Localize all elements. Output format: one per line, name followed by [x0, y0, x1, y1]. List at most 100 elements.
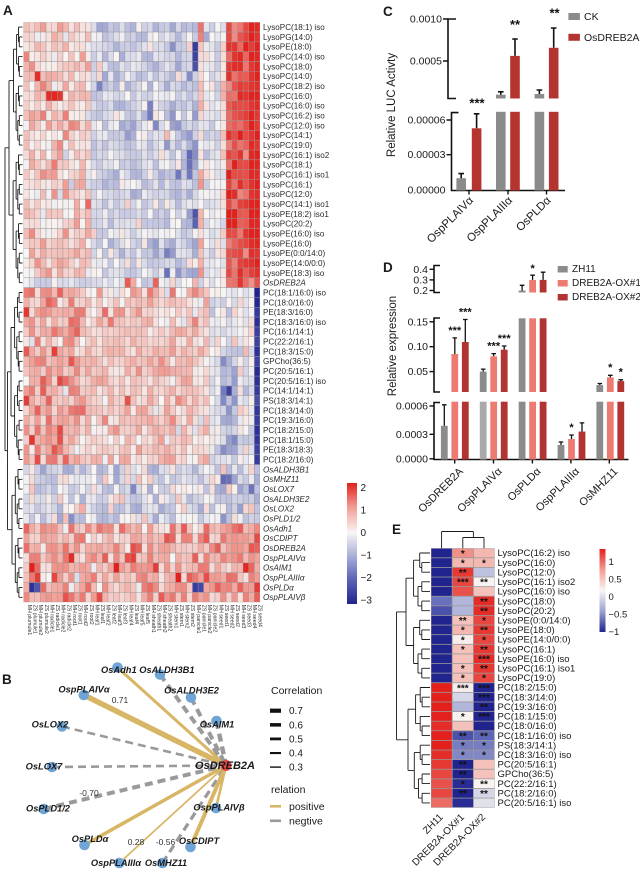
- svg-text:ZS leaf2: ZS leaf2: [110, 605, 116, 624]
- svg-text:**: **: [459, 770, 467, 781]
- svg-text:A: A: [3, 3, 13, 18]
- svg-text:*: *: [461, 741, 465, 752]
- svg-text:PC(20:5/16:1) iso: PC(20:5/16:1) iso: [263, 377, 326, 386]
- svg-text:*: *: [461, 626, 465, 637]
- svg-text:0.00006: 0.00006: [408, 115, 446, 127]
- svg-text:PC(18:2/16:0): PC(18:2/16:0): [498, 789, 557, 800]
- svg-text:**: **: [480, 731, 488, 742]
- svg-text:LysoPC(18:0): LysoPC(18:0): [498, 596, 556, 607]
- svg-text:LysoPE(16:0) iso: LysoPE(16:0) iso: [263, 229, 325, 238]
- svg-text:PC(19:3/16:0): PC(19:3/16:0): [263, 416, 314, 425]
- svg-text:MH seed3: MH seed3: [240, 605, 246, 629]
- svg-text:GPCho(36:5): GPCho(36:5): [498, 769, 554, 780]
- svg-text:1: 1: [361, 506, 367, 517]
- svg-text:**: **: [480, 664, 488, 675]
- svg-text:LysoPG(14:0): LysoPG(14:0): [263, 33, 313, 42]
- svg-text:ZS root2: ZS root2: [88, 605, 94, 625]
- svg-text:OsPLD1/2: OsPLD1/2: [263, 515, 301, 524]
- svg-text:MH seed1: MH seed1: [217, 605, 223, 629]
- svg-text:LysoPE(18:3) iso: LysoPE(18:3) iso: [263, 269, 325, 278]
- svg-text:LysoPC(19:0): LysoPC(19:0): [498, 673, 556, 684]
- svg-text:ZS leaf1: ZS leaf1: [99, 605, 105, 624]
- svg-text:**: **: [480, 578, 488, 589]
- svg-text:LysoPC(16:1) iso2: LysoPC(16:1) iso2: [498, 577, 576, 588]
- svg-text:LysoPC(16:0): LysoPC(16:0): [263, 92, 312, 101]
- svg-text:**: **: [480, 626, 488, 637]
- svg-text:OsCDIPT: OsCDIPT: [179, 836, 221, 846]
- svg-text:*: *: [461, 751, 465, 762]
- svg-text:ZS stem1: ZS stem1: [178, 605, 184, 627]
- svg-text:OsDREB2A: OsDREB2A: [263, 279, 306, 288]
- svg-text:-0.56: -0.56: [156, 837, 176, 847]
- svg-text:*: *: [461, 674, 465, 685]
- svg-text:PC(18:1/16:0) iso: PC(18:1/16:0) iso: [263, 288, 326, 297]
- svg-text:**: **: [459, 760, 467, 771]
- svg-text:MH leaf3: MH leaf3: [116, 605, 122, 626]
- svg-text:LysoPC(12:0) iso: LysoPC(12:0) iso: [263, 121, 325, 130]
- svg-text:CK: CK: [584, 11, 599, 23]
- svg-text:0.5: 0.5: [609, 575, 622, 586]
- svg-text:PC(19:3/16:0): PC(19:3/16:0): [498, 702, 557, 713]
- svg-text:PC(18:1/15:0): PC(18:1/15:0): [498, 712, 557, 723]
- svg-text:MH leaf5: MH leaf5: [139, 605, 145, 626]
- svg-text:0.5: 0.5: [289, 734, 303, 745]
- svg-text:*: *: [482, 558, 486, 569]
- svg-text:LysoPC(16:1): LysoPC(16:1): [263, 180, 312, 189]
- svg-text:PC(22:2/16:1): PC(22:2/16:1): [263, 338, 314, 347]
- svg-text:***: ***: [457, 578, 469, 589]
- svg-text:LysoPC(20:2): LysoPC(20:2): [498, 606, 556, 617]
- svg-text:OsLOX2: OsLOX2: [263, 505, 295, 514]
- svg-text:0.0000: 0.0000: [396, 453, 428, 465]
- svg-text:PE(18:3/18:3): PE(18:3/18:3): [263, 446, 313, 455]
- svg-text:ZS plumule1: ZS plumule1: [32, 605, 38, 634]
- svg-text:ZS sheath1: ZS sheath1: [155, 605, 161, 632]
- svg-text:OsLOX2: OsLOX2: [32, 720, 70, 730]
- svg-text:0: 0: [361, 528, 367, 539]
- svg-text:*: *: [461, 664, 465, 675]
- svg-text:OspPLAIVβ: OspPLAIVβ: [263, 593, 306, 602]
- svg-text:B: B: [2, 672, 12, 687]
- svg-text:MH panicle1: MH panicle1: [195, 605, 201, 634]
- svg-text:0.0010: 0.0010: [410, 14, 442, 26]
- svg-text:MH root2: MH root2: [82, 605, 88, 626]
- svg-text:PC(20:5/16:1) iso: PC(20:5/16:1) iso: [498, 798, 572, 809]
- svg-text:MH panicle2: MH panicle2: [206, 605, 212, 634]
- svg-text:1: 1: [609, 557, 614, 568]
- svg-text:MH radicle1: MH radicle1: [48, 605, 54, 633]
- svg-text:LysoPE(14:0/0:0): LysoPE(14:0/0:0): [263, 259, 326, 268]
- svg-text:*: *: [461, 635, 465, 646]
- svg-text:OsMHZ11: OsMHZ11: [145, 858, 187, 868]
- svg-text:−1: −1: [361, 551, 373, 562]
- svg-text:LysoPC(16:2) iso: LysoPC(16:2) iso: [263, 112, 325, 121]
- svg-text:PC(18:2/15:0): PC(18:2/15:0): [263, 426, 314, 435]
- svg-text:***: ***: [469, 96, 485, 111]
- svg-text:**: **: [480, 645, 488, 656]
- svg-text:ZS seed1: ZS seed1: [223, 605, 229, 627]
- svg-text:MH sheath1: MH sheath1: [150, 605, 156, 633]
- svg-text:LysoPC(16:1) iso1: LysoPC(16:1) iso1: [263, 171, 330, 180]
- svg-text:negtive: negtive: [289, 816, 323, 828]
- svg-text:*: *: [530, 263, 535, 275]
- svg-text:OsPLD1/2: OsPLD1/2: [26, 804, 71, 814]
- svg-text:**: **: [459, 731, 467, 742]
- svg-text:LysoPC(18:2) iso: LysoPC(18:2) iso: [263, 82, 325, 91]
- svg-text:−3: −3: [361, 596, 373, 607]
- svg-text:PC(18:2/16:0): PC(18:2/16:0): [263, 456, 314, 465]
- svg-text:OsALDH3E2: OsALDH3E2: [263, 495, 310, 504]
- svg-text:0.4: 0.4: [413, 264, 428, 276]
- svg-text:0.00003: 0.00003: [408, 149, 446, 161]
- svg-text:LysoPE(0:0/14:0): LysoPE(0:0/14:0): [498, 616, 571, 627]
- svg-text:LysoPC(16:0) iso: LysoPC(16:0) iso: [498, 587, 571, 598]
- svg-text:0.00000: 0.00000: [408, 185, 446, 197]
- svg-text:LysoPC(16:0): LysoPC(16:0): [498, 558, 556, 569]
- svg-text:OsLOX7: OsLOX7: [263, 485, 295, 494]
- svg-text:LysoPC(14:0) iso: LysoPC(14:0) iso: [263, 53, 325, 62]
- svg-text:DREB2A-OX#1: DREB2A-OX#1: [572, 278, 640, 289]
- svg-text:MH plumule1: MH plumule1: [26, 605, 32, 636]
- svg-text:0.0003: 0.0003: [396, 429, 428, 441]
- svg-text:*: *: [461, 558, 465, 569]
- svg-text:positive: positive: [289, 801, 325, 813]
- svg-text:E: E: [392, 522, 401, 537]
- svg-text:OspPLAIVβ: OspPLAIVβ: [193, 803, 244, 813]
- svg-text:***: ***: [478, 693, 490, 704]
